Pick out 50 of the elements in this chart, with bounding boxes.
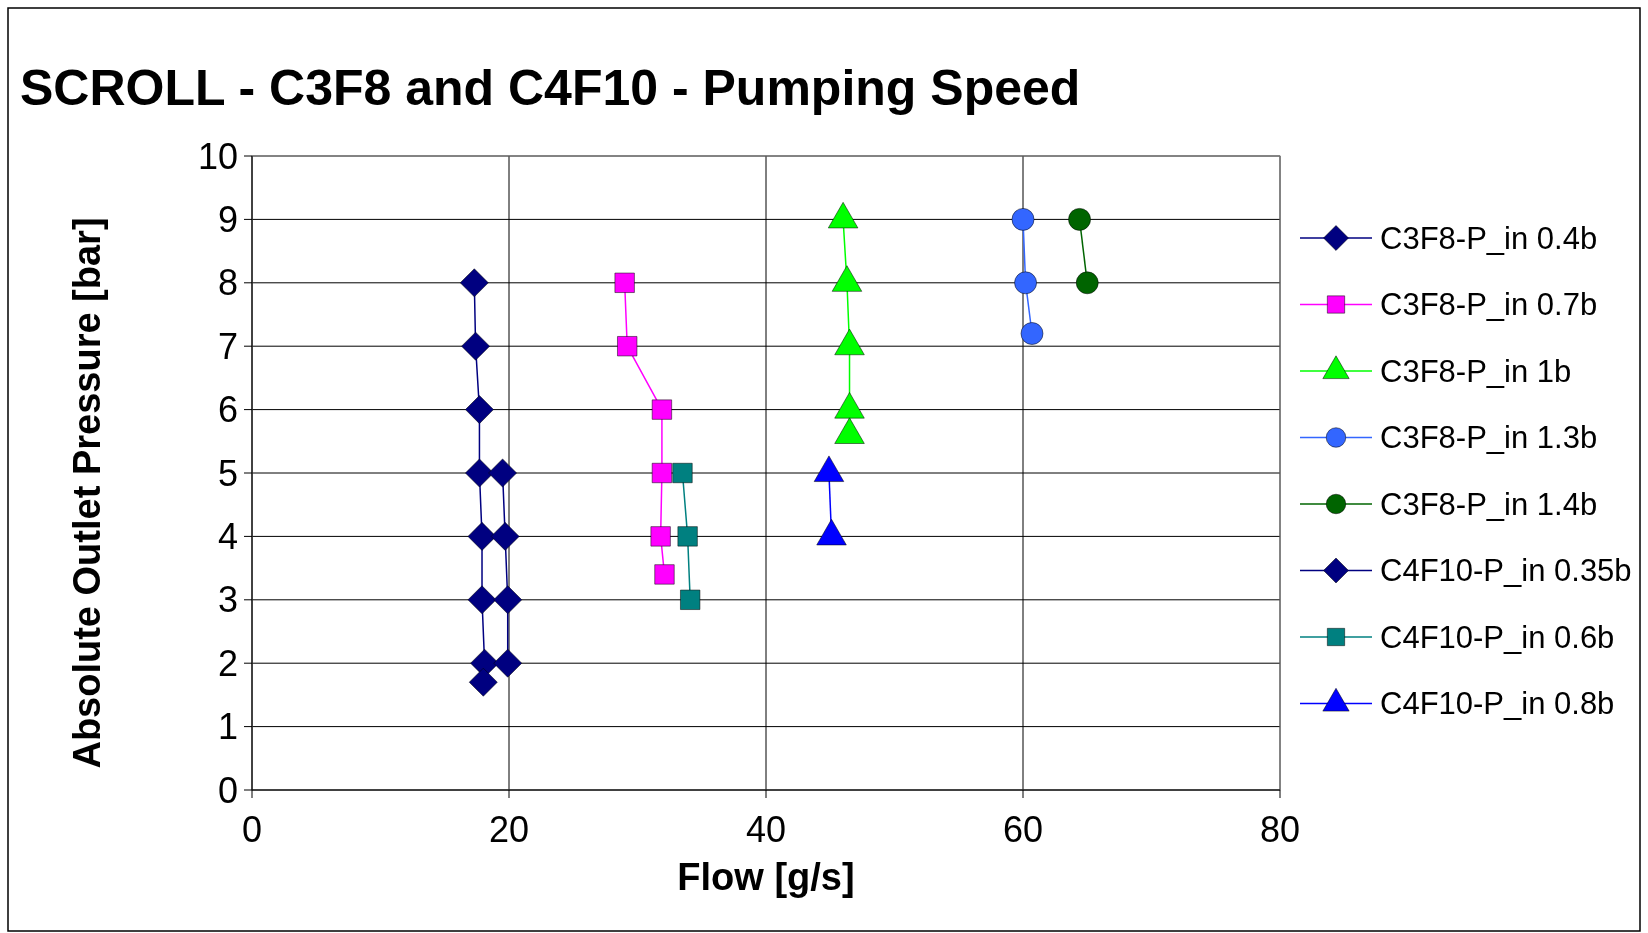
y-tick-label: 0 xyxy=(217,769,238,811)
point xyxy=(677,526,698,547)
legend-label: C4F10-P_in 0.8b xyxy=(1380,686,1615,721)
x-tick-label: 60 xyxy=(1002,809,1044,850)
point xyxy=(490,522,520,551)
y-tick-label: 9 xyxy=(217,198,238,240)
legend-label: C3F8-P_in 0.4b xyxy=(1380,220,1598,256)
point xyxy=(467,585,497,615)
y-tick-label: 6 xyxy=(217,389,238,431)
point xyxy=(1011,208,1035,231)
x-tick-label: 80 xyxy=(1259,809,1301,850)
point xyxy=(654,564,675,585)
point xyxy=(650,526,671,547)
point xyxy=(488,458,517,488)
chart-title: SCROLL - C3F8 and C4F10 - Pumping Speed xyxy=(20,60,1081,116)
point xyxy=(614,272,635,293)
y-tick-label: 8 xyxy=(217,262,238,304)
point xyxy=(1068,208,1091,231)
point xyxy=(680,589,701,610)
point xyxy=(672,463,693,483)
point xyxy=(493,585,522,615)
point xyxy=(1076,271,1099,295)
legend-label: C3F8-P_in 1.3b xyxy=(1380,420,1598,455)
point xyxy=(651,463,672,483)
y-tick-label: 4 xyxy=(217,515,238,557)
y-tick-label: 1 xyxy=(217,706,238,748)
y-tick-label: 3 xyxy=(217,579,238,621)
point xyxy=(1020,322,1044,345)
point xyxy=(1014,271,1037,295)
x-axis-title: Flow [g/s] xyxy=(677,856,855,898)
legend-label: C3F8-P_in 1b xyxy=(1380,353,1572,389)
point xyxy=(617,336,638,357)
legend-label: C3F8-P_in 1.4b xyxy=(1380,486,1598,522)
point xyxy=(460,268,489,298)
point xyxy=(461,331,490,361)
point xyxy=(493,648,522,678)
point xyxy=(651,399,672,420)
legend-label: C4F10-P_in 0.6b xyxy=(1380,619,1615,655)
y-tick-label: 7 xyxy=(217,325,238,367)
y-axis-title: Absolute Outlet Pressure [bar] xyxy=(66,217,108,769)
point xyxy=(465,458,494,488)
x-tick-label: 40 xyxy=(745,809,787,850)
y-tick-label: 5 xyxy=(217,452,238,494)
point xyxy=(469,667,498,697)
y-tick-label: 2 xyxy=(217,642,238,684)
legend-label: C3F8-P_in 0.7b xyxy=(1380,287,1598,322)
point xyxy=(465,395,494,424)
legend-label: C4F10-P_in 0.35b xyxy=(1380,553,1632,588)
x-tick-label: 20 xyxy=(488,809,530,850)
y-tick-label: 10 xyxy=(197,135,238,177)
